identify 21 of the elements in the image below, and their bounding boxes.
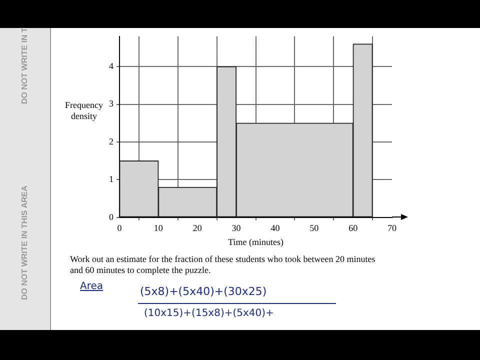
y-tick-label: 3 [109,98,114,109]
x-tick-label: 40 [270,223,280,234]
text: (10x15)+(15x8)+(5x40)+ [144,308,274,319]
y-tick-label: 2 [109,136,114,146]
y-tick-label: 4 [109,60,114,71]
y-axis-title: Frequency density [64,100,104,122]
x-tick-label: 20 [192,223,202,234]
text: (5x8)+(5x40)+(30x25) [140,285,267,298]
text: Work out an estimate for the fraction of these students who took between 20 minutes and 60 minutes to complete the puzzle. [70,254,376,276]
text: DO NOT WRITE IN T [20,28,29,104]
x-tick-label: 10 [154,223,164,234]
text: DO NOT WRITE IN THIS AREA [20,186,29,300]
x-tick-label: 30 [232,223,242,234]
x-tick-label: 0 [117,223,122,234]
x-tick-label: 70 [388,223,397,234]
y-tick-label: 1 [109,174,114,184]
x-axis-title: Time (minutes) [228,236,284,247]
text: Area [80,281,104,292]
y-tick-label: 0 [109,212,114,222]
x-tick-label: 60 [348,223,358,234]
x-tick-label: 50 [310,223,320,234]
